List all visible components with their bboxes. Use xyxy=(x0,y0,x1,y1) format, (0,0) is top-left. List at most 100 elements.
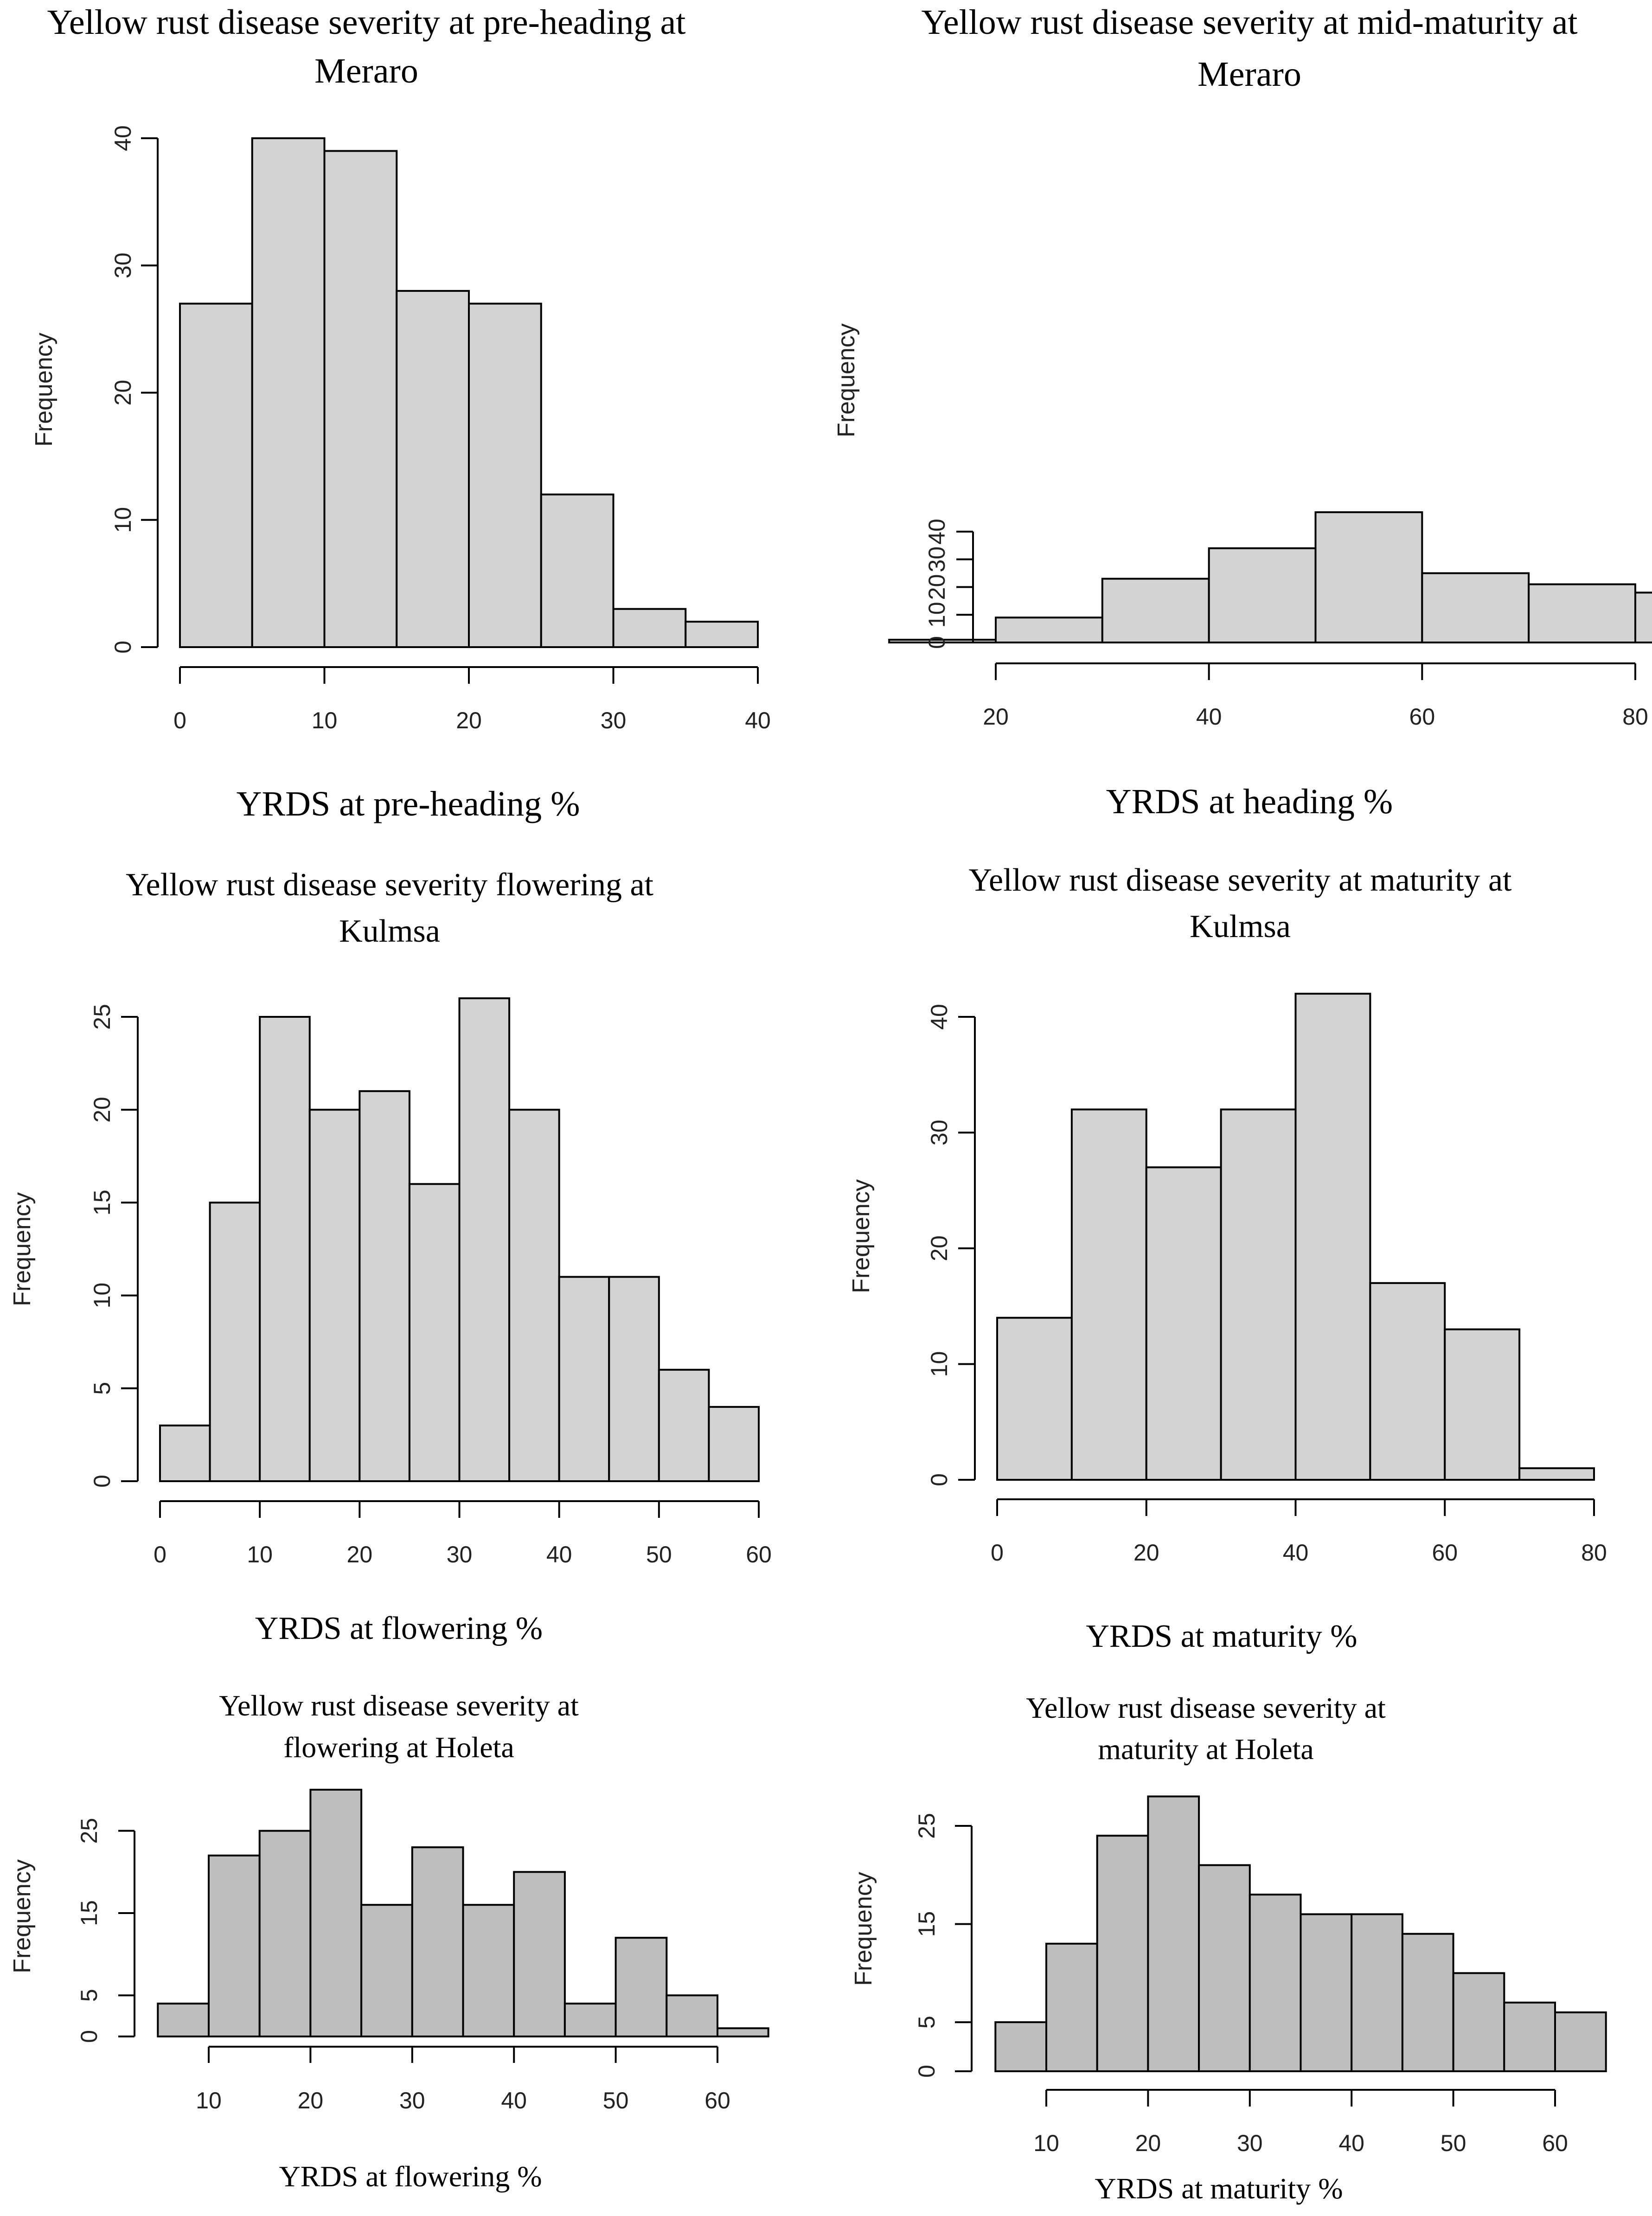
y-tick-label: 40 xyxy=(924,519,950,545)
histogram-bar xyxy=(309,1789,363,2037)
x-tick-label: 50 xyxy=(603,2088,629,2113)
x-tick-label: 10 xyxy=(247,1542,273,1567)
histogram-panel-6: Yellow rust disease severity at maturity … xyxy=(850,1691,1607,2205)
y-tick-label: 20 xyxy=(924,574,950,600)
histogram-bar xyxy=(1634,591,1652,643)
x-tick-label: 0 xyxy=(173,707,186,733)
histogram-panel-1: Yellow rust disease severity at pre-head… xyxy=(31,3,771,823)
chart-title-line: Yellow rust disease severity at pre-head… xyxy=(47,3,686,42)
y-tick-label: 0 xyxy=(76,2030,102,2043)
histogram-bar xyxy=(1518,1467,1595,1481)
histogram-bar xyxy=(462,1904,515,2037)
histogram-bar xyxy=(1503,2001,1556,2072)
x-tick-label: 60 xyxy=(1432,1540,1458,1566)
chart-title-line: Yellow rust disease severity at xyxy=(1026,1691,1386,1724)
histogram-bar xyxy=(1554,2011,1607,2073)
histogram-bar xyxy=(615,1937,668,2038)
histogram-bar xyxy=(1070,1108,1147,1481)
histogram-bar xyxy=(1147,1795,1200,2072)
histogram-bar xyxy=(360,1904,413,2037)
x-tick-label: 30 xyxy=(399,2088,425,2113)
histogram-bar xyxy=(1096,1835,1149,2072)
y-tick-label: 5 xyxy=(76,1989,102,2002)
histogram-panel-3: Yellow rust disease severity flowering a… xyxy=(9,867,772,1646)
histogram-bar xyxy=(1369,1282,1446,1481)
x-axis-label: YRDS at maturity % xyxy=(1095,2172,1343,2205)
histogram-panel-5: Yellow rust disease severity at flowering… xyxy=(9,1689,769,2193)
histogram-bar xyxy=(717,2027,769,2037)
x-tick-label: 40 xyxy=(1338,2130,1364,2156)
x-axis-label: YRDS at pre-heading % xyxy=(237,784,580,823)
x-tick-label: 20 xyxy=(298,2088,324,2113)
histogram-bar xyxy=(508,1109,560,1482)
x-tick-label: 20 xyxy=(1133,1540,1159,1566)
histogram-bar xyxy=(411,1846,464,2037)
histogram-bar xyxy=(209,1201,261,1482)
histogram-bar xyxy=(323,150,398,648)
histogram-bar xyxy=(1528,583,1637,644)
histogram-bar xyxy=(1220,1108,1297,1481)
x-tick-label: 50 xyxy=(646,1542,672,1567)
x-tick-label: 20 xyxy=(1135,2130,1161,2156)
y-tick-label: 10 xyxy=(926,1351,952,1377)
histogram-bar xyxy=(259,1016,311,1482)
x-tick-label: 40 xyxy=(1283,1540,1309,1566)
y-tick-label: 40 xyxy=(110,125,136,151)
y-tick-label: 20 xyxy=(110,380,136,406)
y-tick-label: 15 xyxy=(76,1900,102,1926)
histogram-bar xyxy=(1045,1942,1098,2072)
histogram-bar xyxy=(612,608,687,648)
y-tick-label: 25 xyxy=(914,1813,940,1839)
y-tick-label: 30 xyxy=(924,546,950,572)
x-tick-label: 20 xyxy=(983,704,1009,730)
histogram-panel-4: Yellow rust disease severity at maturity… xyxy=(848,862,1607,1654)
x-tick-label: 50 xyxy=(1441,2130,1466,2156)
y-tick-label: 10 xyxy=(110,507,136,533)
histogram-bar xyxy=(995,617,1103,643)
histogram-bar xyxy=(994,2021,1048,2073)
histogram-bar xyxy=(308,1109,361,1482)
chart-title-line: Yellow rust disease severity at xyxy=(219,1689,579,1722)
y-tick-label: 10 xyxy=(924,602,950,628)
y-tick-label: 30 xyxy=(110,252,136,278)
x-tick-label: 10 xyxy=(312,707,338,733)
chart-title-line: Meraro xyxy=(1197,55,1301,94)
histogram-bar xyxy=(408,1183,461,1483)
x-tick-label: 80 xyxy=(1581,1540,1607,1566)
y-tick-label: 30 xyxy=(926,1120,952,1146)
x-tick-label: 40 xyxy=(745,707,771,733)
histogram-bar xyxy=(513,1871,566,2037)
histogram-bar xyxy=(1208,547,1317,643)
x-tick-label: 10 xyxy=(1033,2130,1059,2156)
x-tick-label: 40 xyxy=(501,2088,527,2113)
y-axis-label: Frequency xyxy=(848,1179,875,1293)
histogram-bar xyxy=(179,302,253,648)
x-tick-label: 40 xyxy=(546,1542,572,1567)
y-tick-label: 25 xyxy=(89,1004,115,1030)
y-tick-label: 15 xyxy=(89,1190,115,1216)
histogram-bar xyxy=(458,997,511,1482)
histogram-bar xyxy=(208,1854,261,2038)
histogram-bar xyxy=(996,1317,1073,1481)
histogram-bar xyxy=(658,1368,710,1483)
histogram-bar xyxy=(396,290,470,648)
chart-title-line: Kulmsa xyxy=(1190,909,1291,944)
y-tick-label: 40 xyxy=(926,1004,952,1030)
x-tick-label: 30 xyxy=(447,1542,473,1567)
histogram-bar xyxy=(468,302,542,648)
x-axis-label: YRDS at flowering % xyxy=(279,2160,542,2193)
y-axis-label: Frequency xyxy=(31,333,58,447)
x-axis-label: YRDS at heading % xyxy=(1106,782,1393,821)
histogram-bar xyxy=(157,2003,210,2038)
x-tick-label: 60 xyxy=(1542,2130,1568,2156)
histogram-bar xyxy=(1452,1972,1505,2072)
histogram-bar xyxy=(1444,1328,1521,1481)
x-tick-label: 60 xyxy=(704,2088,730,2113)
chart-title-line: Kulmsa xyxy=(339,913,440,949)
histogram-bar xyxy=(1145,1166,1222,1481)
histogram-bar xyxy=(608,1276,660,1483)
x-tick-label: 60 xyxy=(1409,704,1435,730)
chart-title-line: Yellow rust disease severity flowering a… xyxy=(126,867,653,903)
histogram-bar xyxy=(258,1830,312,2038)
